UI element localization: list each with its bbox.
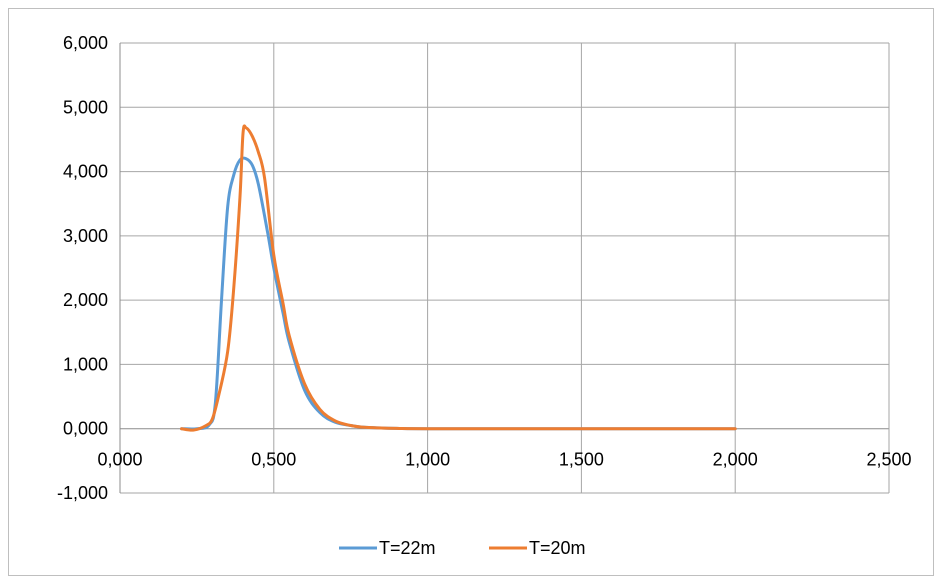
legend: T=22m T=20m: [339, 538, 586, 558]
y-tick-label: 1,000: [63, 354, 108, 374]
line-chart: -1,000 0,000 1,000 2,000 3,000 4,000 5,000 6,00…: [57, 33, 912, 558]
series-lines: [180, 124, 737, 432]
x-tick-label: 1,500: [559, 450, 604, 470]
y-tick-label: 6,000: [63, 33, 108, 53]
y-tick-label: 3,000: [63, 226, 108, 246]
legend-label: T=20m: [529, 538, 586, 558]
legend-label: T=22m: [379, 538, 436, 558]
x-tick-label: 2,000: [713, 450, 758, 470]
x-tick-label: 0,000: [97, 450, 142, 470]
y-tick-label: 2,000: [63, 290, 108, 310]
gridlines: [119, 42, 890, 494]
x-tick-label: 2,500: [866, 450, 911, 470]
y-tick-label: -1,000: [57, 483, 108, 503]
series-line-t-22m: [180, 156, 737, 431]
x-tick-label: 0,500: [251, 450, 296, 470]
y-tick-label: 5,000: [63, 97, 108, 117]
chart-area: -1,000 0,000 1,000 2,000 3,000 4,000 5,000 6,00…: [8, 8, 934, 576]
y-tick-label: 4,000: [63, 162, 108, 182]
x-tick-label: 1,000: [405, 450, 450, 470]
y-tick-label: 0,000: [63, 419, 108, 439]
tick-labels: -1,000 0,000 1,000 2,000 3,000 4,000 5,000 6,00…: [57, 33, 912, 503]
series-line-t-20m: [180, 124, 737, 432]
